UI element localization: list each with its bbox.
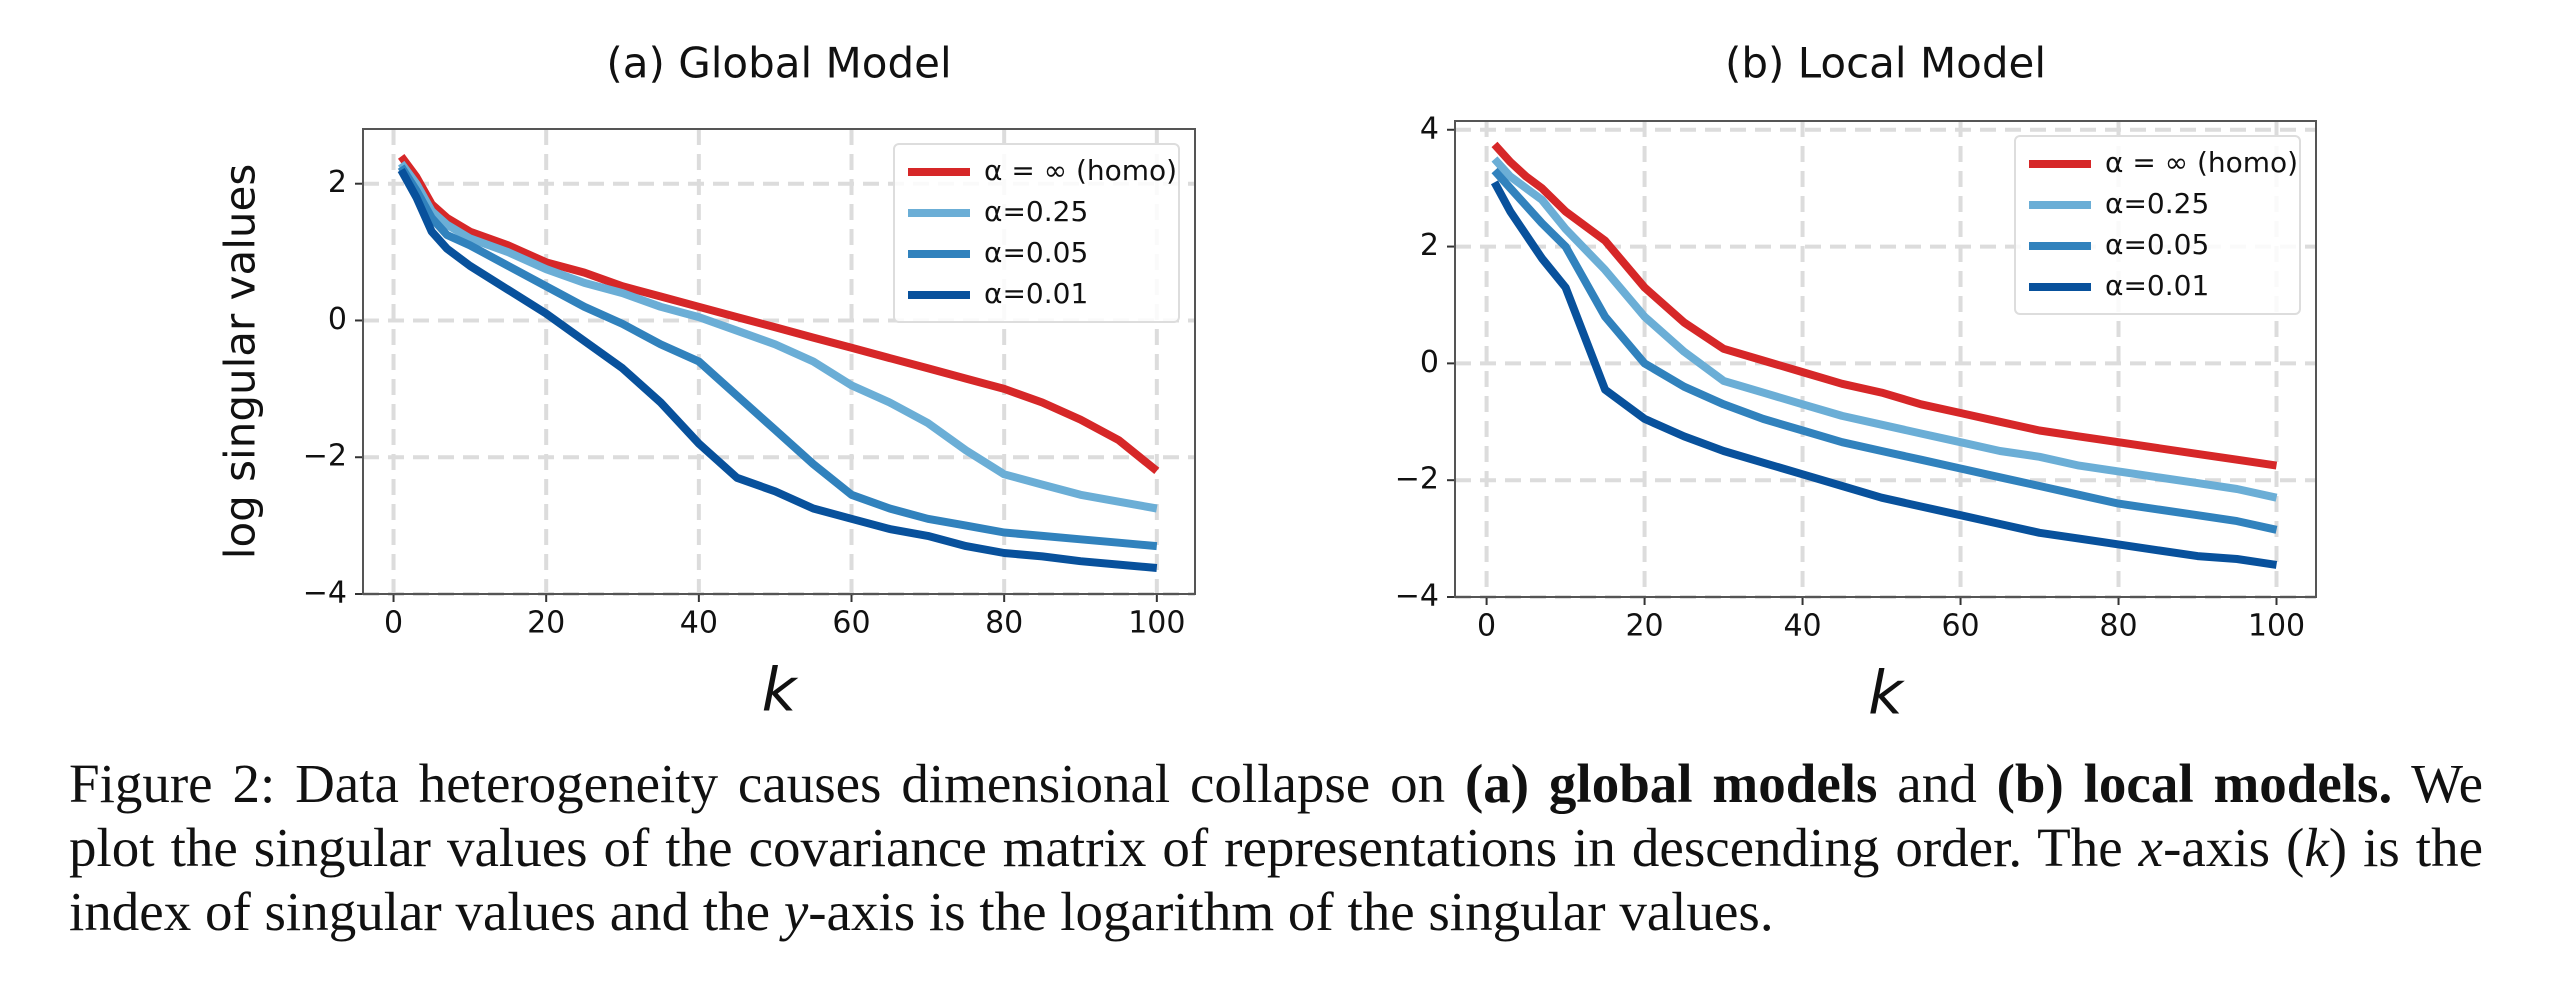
y-tick-label: 2 [328, 165, 347, 200]
caption-math: x [2138, 817, 2164, 878]
legend-label: α=0.05 [2105, 228, 2209, 261]
y-tick-label: −2 [1395, 462, 1439, 497]
legend-label: α = ∞ (homo) [984, 154, 1177, 187]
x-tick-label: 20 [1625, 609, 1663, 644]
caption-text: ) is the index of singular values and th… [69, 817, 2483, 942]
x-tick-label: 0 [1477, 609, 1496, 644]
y-axis-label: log singular values [216, 164, 265, 559]
caption-text: and [1877, 753, 1997, 814]
axes-frame [362, 128, 1196, 595]
y-tick-label: 0 [328, 302, 347, 337]
series-line [1491, 156, 2278, 502]
y-tick-label: −4 [1395, 579, 1439, 614]
caption-text: -axis is the logarithm of the singular v… [808, 881, 1774, 942]
x-tick-label: 80 [2099, 609, 2137, 644]
caption: Figure 2: Data heterogeneity causes dime… [69, 752, 2483, 944]
caption-bold: (b) local models. [1996, 753, 2393, 814]
caption-math: k [2304, 817, 2329, 878]
caption-bold: (a) global models [1464, 753, 1878, 814]
series-line [397, 154, 1160, 475]
y-tick-label: −2 [303, 439, 347, 474]
x-tick-label: 40 [680, 606, 718, 641]
x-tick-label: 40 [1783, 609, 1821, 644]
x-axis-label: k [762, 656, 799, 726]
legend-label: α=0.01 [2105, 269, 2209, 302]
x-tick-label: 80 [985, 606, 1023, 641]
legend-label: α=0.25 [2105, 187, 2209, 220]
axes-frame [1454, 120, 2317, 598]
series-line [1491, 167, 2278, 534]
series-line [1490, 180, 2278, 569]
y-tick-label: 0 [1420, 345, 1439, 380]
chart-title: (a) Global Model [606, 39, 951, 88]
caption-text: Figure 2: Data heterogeneity causes dime… [69, 753, 1465, 814]
caption-text: -axis ( [2163, 817, 2305, 878]
x-tick-label: 0 [384, 606, 403, 641]
legend-label: α=0.01 [984, 277, 1088, 310]
series-line [1491, 141, 2278, 470]
legend-box [893, 143, 1180, 323]
y-tick-label: 4 [1420, 111, 1439, 146]
series-line [397, 164, 1158, 551]
x-axis-label: k [1868, 659, 1905, 729]
chart-title: (b) Local Model [1725, 39, 2046, 88]
x-tick-label: 60 [1941, 609, 1979, 644]
legend-label: α = ∞ (homo) [2105, 146, 2298, 179]
y-tick-label: 2 [1420, 228, 1439, 263]
legend-box [2014, 135, 2301, 315]
x-tick-label: 20 [527, 606, 565, 641]
legend-label: α=0.25 [984, 195, 1088, 228]
x-tick-label: 100 [2248, 609, 2305, 644]
series-line [397, 168, 1158, 572]
x-tick-label: 60 [832, 606, 870, 641]
series-line [397, 160, 1158, 513]
caption-text: We plot the singular values of the covar… [69, 753, 2483, 878]
x-tick-label: 100 [1128, 606, 1185, 641]
legend-label: α=0.05 [984, 236, 1088, 269]
caption-math: y [783, 881, 809, 942]
y-tick-label: −4 [303, 576, 347, 611]
